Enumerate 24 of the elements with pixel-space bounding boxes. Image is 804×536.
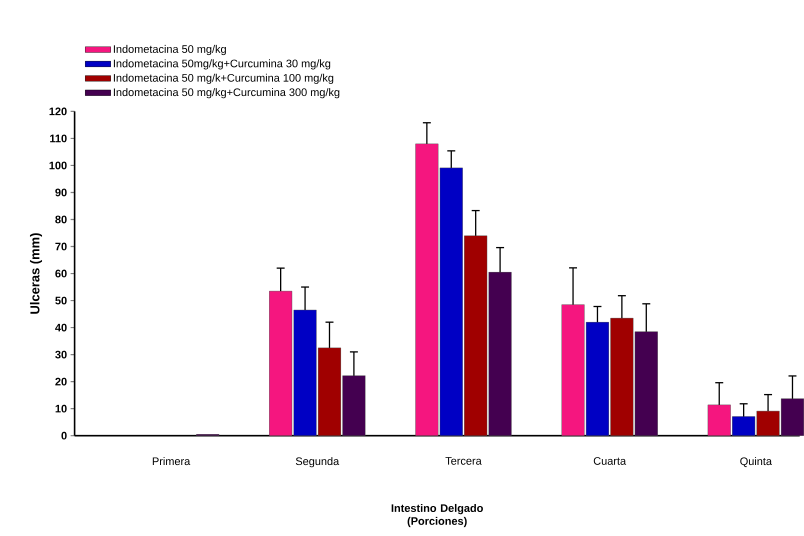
- x-tick-label: Segunda: [296, 457, 340, 468]
- y-tick-label: 50: [55, 296, 67, 304]
- x-tick-label: Cuarta: [594, 457, 626, 465]
- legend-label: Indometacina 50 mg/k+Curcumina 100 mg/kg: [114, 74, 334, 84]
- y-tick-label: 10: [56, 404, 67, 412]
- y-tick-label: 20: [55, 378, 67, 386]
- y-tick-label: 80: [55, 216, 67, 224]
- y-tick-label: 100: [50, 162, 67, 170]
- y-tick-label: 110: [50, 134, 67, 142]
- x-tick-label: Tercera: [445, 457, 482, 465]
- x-tick-label: Primera: [152, 457, 190, 466]
- y-tick-label: 30: [55, 350, 67, 358]
- x-tick-label: Quinta: [740, 457, 772, 468]
- y-tick-label: 40: [55, 324, 67, 332]
- y-tick-label: 0: [61, 432, 67, 440]
- legend-label: Indometacina 50 mg/kg: [114, 44, 226, 56]
- y-axis-title: Ulceras (mm): [30, 233, 42, 314]
- y-tick-label: 60: [55, 270, 67, 278]
- legend-label: Indometacina 50 mg/kg+Curcumina 300 mg/kg: [114, 88, 340, 98]
- y-tick-label: 90: [55, 188, 67, 196]
- legend-label: Indometacina 50mg/kg+Curcumina 30 mg/kg: [114, 59, 330, 70]
- x-axis-title: Intestino Delgado (Porciones): [392, 504, 483, 528]
- y-tick-label: 120: [50, 107, 67, 116]
- y-tick-label: 70: [55, 242, 67, 250]
